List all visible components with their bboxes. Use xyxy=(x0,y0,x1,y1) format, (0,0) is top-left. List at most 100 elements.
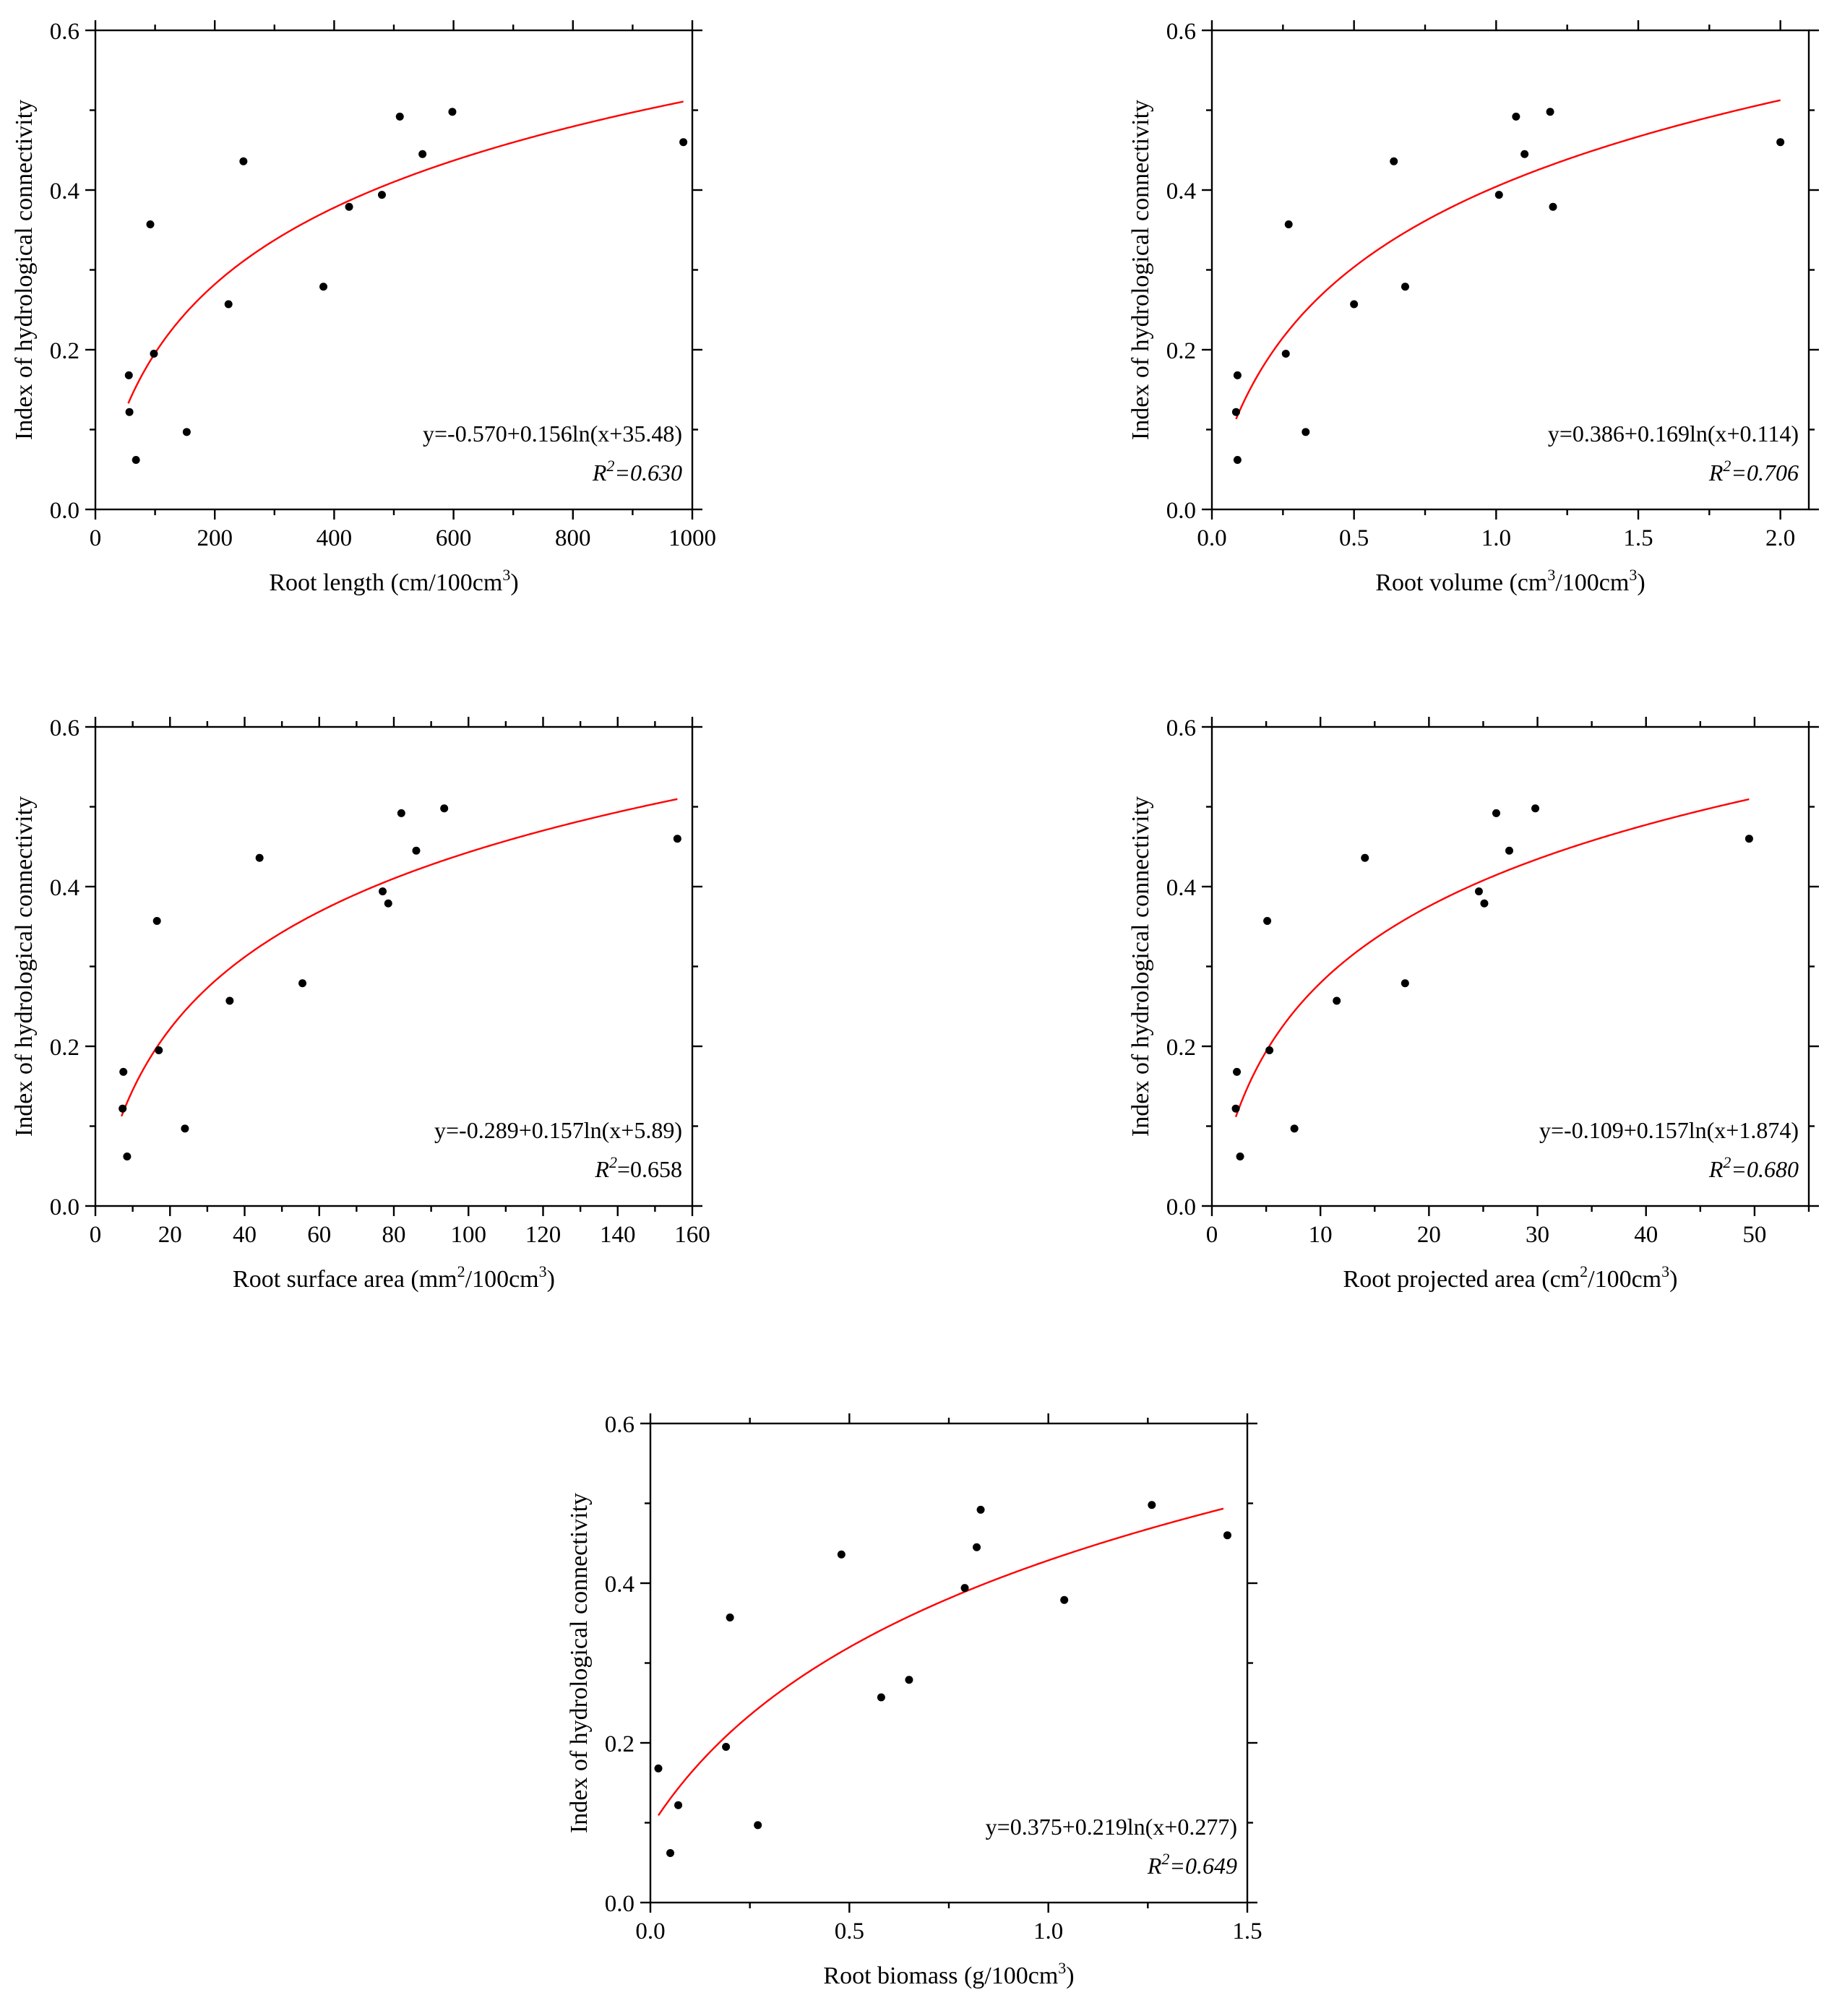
data-point xyxy=(1350,300,1359,309)
x-tick-label: 0 xyxy=(1206,1222,1218,1248)
data-point xyxy=(1302,428,1310,436)
data-point xyxy=(146,220,155,229)
data-point xyxy=(754,1821,762,1830)
r-squared: R2=0.630 xyxy=(592,457,682,486)
fit-equation: y=0.375+0.219ln(x+0.277) xyxy=(986,1814,1237,1840)
data-point xyxy=(132,455,140,464)
data-point xyxy=(1520,150,1529,158)
data-point xyxy=(225,996,234,1005)
x-axis-title: Root surface area (mm2/100cm3) xyxy=(233,1262,555,1293)
y-tick-label: 0.2 xyxy=(50,338,79,364)
data-point xyxy=(1060,1595,1069,1604)
x-tick-label: 1000 xyxy=(668,525,716,551)
data-point xyxy=(1284,220,1293,229)
data-point xyxy=(666,1848,675,1857)
data-point xyxy=(1333,996,1341,1005)
data-point xyxy=(377,191,386,199)
x-tick-label: 120 xyxy=(525,1222,562,1248)
data-point xyxy=(1233,1067,1242,1076)
fit-curve xyxy=(121,798,678,1117)
data-point xyxy=(239,157,248,165)
data-point xyxy=(384,899,392,908)
data-point xyxy=(722,1743,731,1752)
data-point xyxy=(905,1676,913,1684)
data-point xyxy=(448,108,457,116)
chart-root-projected-area: 0 10 20 30 40 50 0.0 0.2 0.4 0.6 Index of hydrolog… xyxy=(1127,715,1819,1293)
y-tick-label: 0.0 xyxy=(1166,498,1196,524)
data-point xyxy=(1505,846,1513,855)
x-tick-label: 1.0 xyxy=(1481,525,1511,551)
data-point xyxy=(1263,917,1272,926)
fit-curve xyxy=(1234,798,1750,1118)
fit-curve xyxy=(658,1507,1224,1817)
data-point xyxy=(440,804,449,813)
data-point xyxy=(726,1614,734,1622)
data-point xyxy=(181,1124,189,1133)
x-tick-label: 10 xyxy=(1309,1222,1333,1248)
data-point xyxy=(837,1550,846,1559)
y-tick-label: 0.0 xyxy=(50,498,79,524)
x-tick-label: 40 xyxy=(233,1222,257,1248)
x-tick-label: 80 xyxy=(382,1222,406,1248)
x-tick-label: 0.5 xyxy=(1339,525,1369,551)
x-axis-title: Root biomass (g/100cm3) xyxy=(823,1959,1074,1989)
data-point xyxy=(674,1801,683,1809)
fit-equation: y=-0.289+0.157ln(x+5.89) xyxy=(434,1117,682,1143)
x-tick-label: 20 xyxy=(1417,1222,1441,1248)
data-point xyxy=(1494,191,1503,199)
data-point xyxy=(673,835,681,843)
x-axis-title: Root length (cm/100cm3) xyxy=(269,566,518,596)
fit-equation: y=0.386+0.169ln(x+0.114) xyxy=(1548,421,1799,447)
y-tick-label: 0.6 xyxy=(1166,715,1196,741)
data-point xyxy=(1531,804,1540,813)
data-point xyxy=(1390,157,1398,165)
data-point xyxy=(877,1693,885,1702)
chart-root-volume: 0.0 0.5 1.0 1.5 2.0 0.0 0.2 0.4 0.6 Index of hydr… xyxy=(1127,19,1819,596)
data-point xyxy=(150,350,158,358)
chart-root-biomass: 0.0 0.5 1.0 1.5 0.0 0.2 0.4 0.6 Index of hydrolo… xyxy=(566,1412,1262,1989)
data-point xyxy=(1744,835,1753,843)
data-point xyxy=(379,887,387,896)
y-tick-label: 0.0 xyxy=(50,1194,79,1220)
r-squared: R2=0.649 xyxy=(1147,1850,1237,1879)
chart-root-length: 0 200 400 600 800 1000 0.0 0.2 0.4 0.6 Index of hy… xyxy=(11,19,716,596)
data-point xyxy=(1233,455,1242,464)
data-point xyxy=(1281,350,1290,358)
y-tick-label: 0.2 xyxy=(605,1731,634,1757)
y-tick-label: 0.4 xyxy=(1166,178,1196,204)
data-point xyxy=(1512,112,1520,121)
data-point xyxy=(412,846,421,855)
data-point xyxy=(345,202,353,211)
fit-curve xyxy=(1235,99,1781,420)
x-tick-label: 0.0 xyxy=(1197,525,1226,551)
data-point xyxy=(255,853,264,862)
data-point xyxy=(1546,108,1554,116)
y-tick-label: 0.2 xyxy=(1166,1035,1196,1061)
r-squared: R2=0.680 xyxy=(1708,1153,1799,1182)
y-tick-label: 0.0 xyxy=(1166,1194,1196,1220)
y-tick-label: 0.6 xyxy=(50,715,79,741)
y-tick-label: 0.4 xyxy=(50,178,79,204)
y-tick-label: 0.2 xyxy=(50,1035,79,1061)
data-point xyxy=(1265,1046,1274,1055)
y-tick-label: 0.2 xyxy=(1166,338,1196,364)
y-axis-title: Index of hydrological connectivity xyxy=(566,1493,593,1833)
x-tick-label: 1.0 xyxy=(1033,1918,1063,1944)
data-point xyxy=(182,428,191,436)
data-point xyxy=(1549,202,1557,211)
y-tick-label: 0.4 xyxy=(50,875,79,901)
data-point xyxy=(1401,283,1409,291)
x-tick-label: 800 xyxy=(555,525,591,551)
x-tick-label: 0.5 xyxy=(835,1918,864,1944)
data-point xyxy=(155,1046,163,1055)
x-tick-label: 1.5 xyxy=(1232,1918,1262,1944)
data-point xyxy=(418,150,427,158)
data-point xyxy=(124,371,133,379)
data-point xyxy=(125,408,134,416)
x-tick-label: 60 xyxy=(307,1222,331,1248)
y-tick-label: 0.4 xyxy=(605,1572,634,1598)
data-point xyxy=(119,1067,128,1076)
x-tick-label: 200 xyxy=(197,525,233,551)
data-point xyxy=(1148,1501,1156,1509)
